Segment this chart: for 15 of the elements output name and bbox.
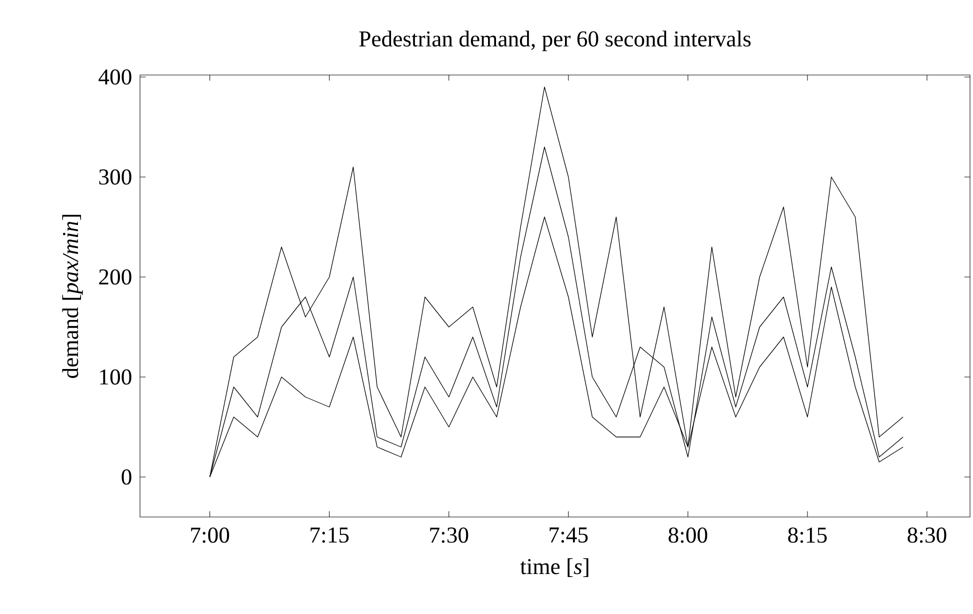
chart-title: Pedestrian demand, per 60 second intervals [359, 30, 751, 52]
y-tick-label: 200 [99, 269, 132, 285]
x-tick-label: 7:15 [310, 527, 349, 543]
y-axis-title: demand [pax/min] [62, 214, 83, 378]
x-tick-label: 8:15 [788, 527, 827, 543]
x-tick-label: 7:45 [550, 528, 588, 543]
x-tick-label: 8:30 [908, 527, 946, 543]
x-tick-label: 8:00 [668, 527, 708, 543]
x-axis-title: time [s] [520, 558, 588, 578]
y-tick-label: 400 [98, 69, 132, 85]
x-tick-label: 7:30 [430, 527, 468, 543]
y-tick-label: 300 [99, 169, 132, 185]
x-tick-label: 7:00 [191, 527, 230, 543]
y-tick-label: 100 [100, 369, 132, 385]
y-tick-label: 0 [122, 469, 132, 485]
